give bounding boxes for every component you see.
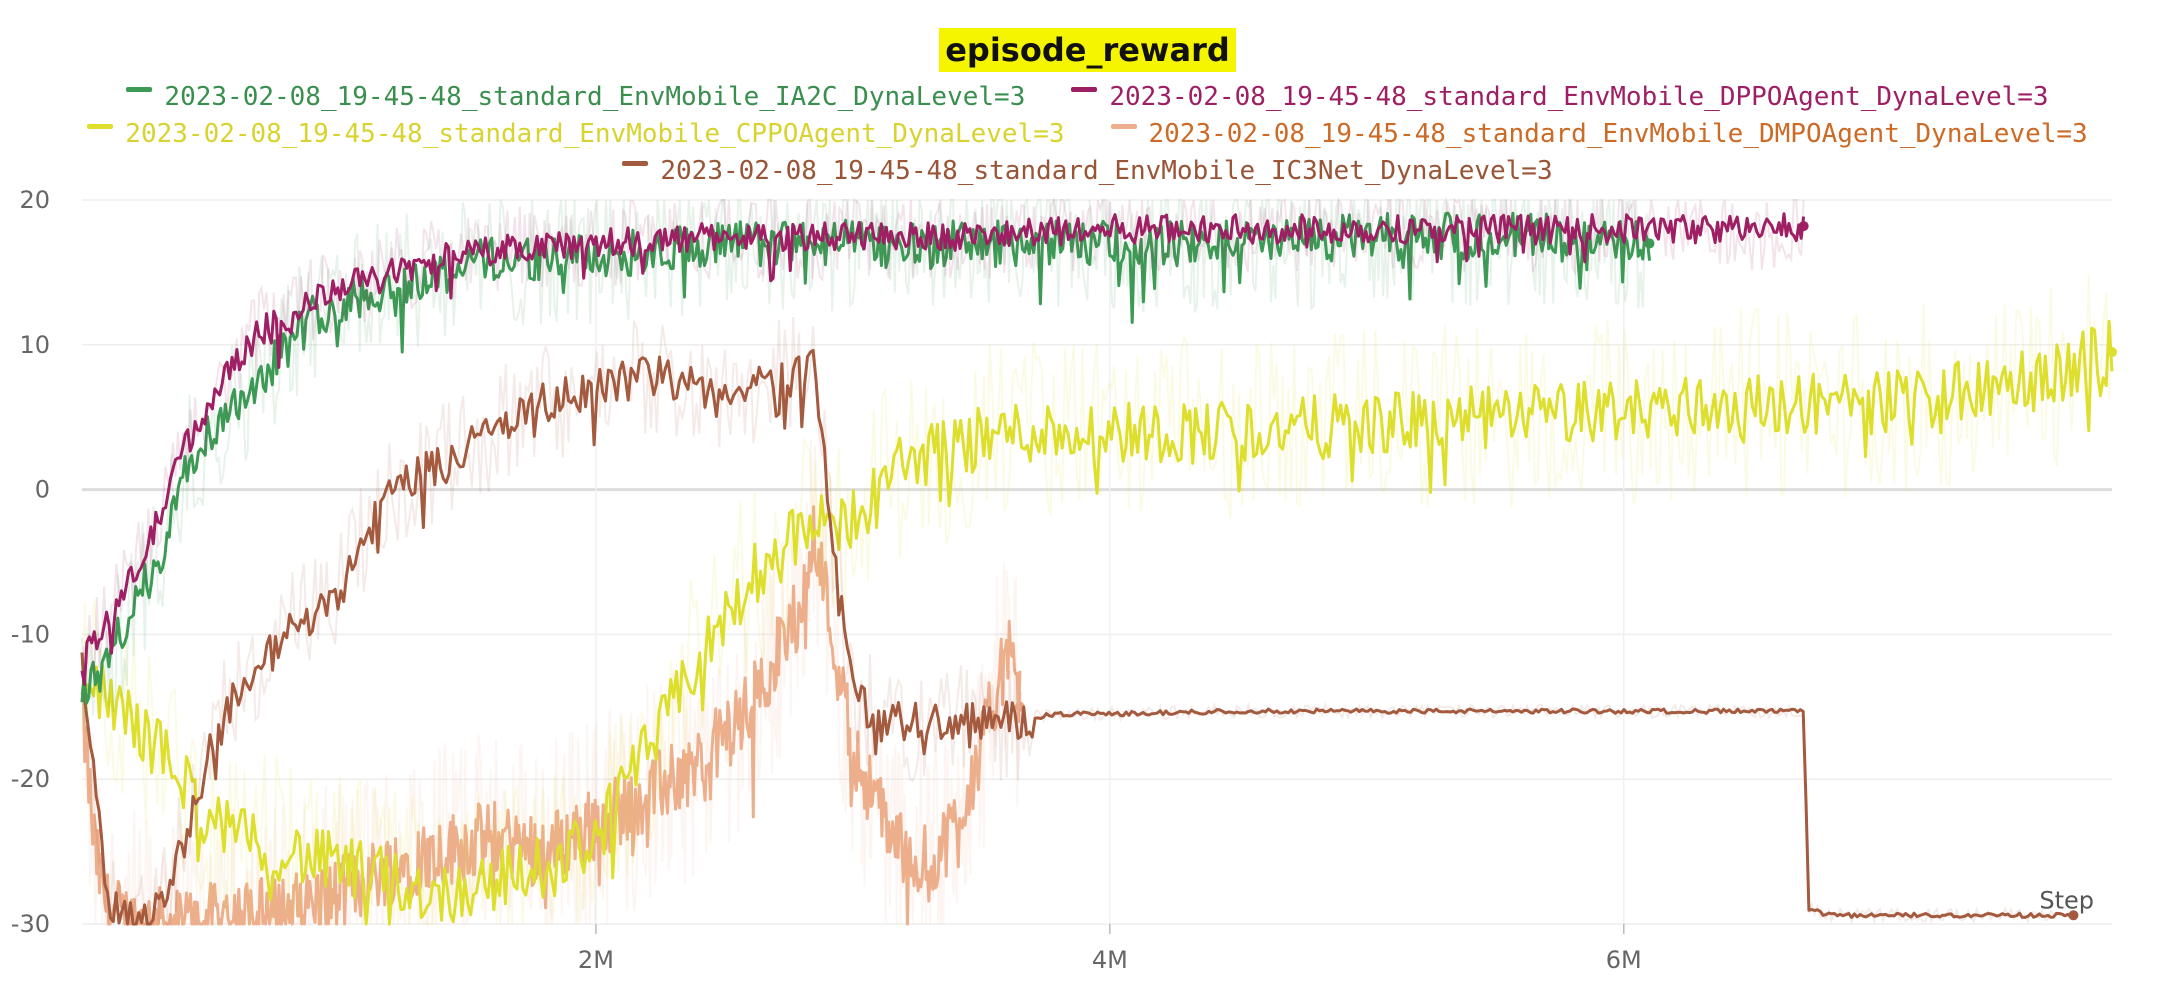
x-axis: 2M 4M 6M [578, 924, 1642, 974]
legend-label-cppo: 2023-02-08_19-45-48_standard_EnvMobile_C… [125, 118, 1065, 149]
legend-swatch-dppo [1071, 87, 1098, 92]
series-endpoint-0[interactable] [1644, 238, 1655, 249]
x-axis-label: Step [2039, 887, 2094, 915]
y-tick-label: 20 [19, 186, 50, 214]
legend-row-3: 2023-02-08_19-45-48_standard_EnvMobile_I… [0, 152, 2175, 189]
series-lines [80, 196, 2117, 928]
legend-label-ic3net: 2023-02-08_19-45-48_standard_EnvMobile_I… [660, 155, 1553, 186]
legend-item-cppo[interactable]: 2023-02-08_19-45-48_standard_EnvMobile_C… [87, 118, 1065, 149]
series-line-3[interactable] [80, 505, 1022, 926]
series-raw-line-4 [81, 316, 2075, 928]
x-tick-label: 6M [1606, 946, 1642, 974]
legend-row-2: 2023-02-08_19-45-48_standard_EnvMobile_C… [0, 115, 2175, 152]
legend-swatch-dmpo [1110, 124, 1137, 129]
series-endpoint-4[interactable] [2068, 910, 2079, 921]
y-tick-label: -10 [11, 620, 50, 648]
y-tick-label: 0 [35, 476, 50, 504]
series-endpoint-2[interactable] [2107, 347, 2117, 358]
series-line-4[interactable] [80, 348, 2074, 926]
legend: 2023-02-08_19-45-48_standard_EnvMobile_I… [0, 78, 2175, 189]
legend-item-ia2c[interactable]: 2023-02-08_19-45-48_standard_EnvMobile_I… [126, 82, 1025, 112]
legend-label-ia2c: 2023-02-08_19-45-48_standard_EnvMobile_I… [164, 81, 1026, 112]
legend-item-dmpo[interactable]: 2023-02-08_19-45-48_standard_EnvMobile_D… [1110, 118, 2088, 149]
legend-label-dppo: 2023-02-08_19-45-48_standard_EnvMobile_D… [1109, 81, 2049, 112]
legend-swatch-ia2c [126, 87, 153, 92]
y-axis: -30 -20 -10 0 10 20 [11, 186, 50, 938]
x-tick-label: 4M [1092, 946, 1128, 974]
series-endpoint-1[interactable] [1798, 221, 1809, 232]
y-tick-label: 10 [19, 331, 50, 359]
legend-item-ic3net[interactable]: 2023-02-08_19-45-48_standard_EnvMobile_I… [622, 155, 1553, 186]
series-line-2[interactable] [80, 319, 2114, 926]
x-tick-label: 2M [578, 946, 614, 974]
series-raw-line-1 [81, 196, 1805, 676]
legend-item-dppo[interactable]: 2023-02-08_19-45-48_standard_EnvMobile_D… [1071, 81, 2049, 112]
legend-swatch-ic3net [622, 161, 649, 166]
legend-swatch-cppo [87, 124, 114, 129]
legend-row-1: 2023-02-08_19-45-48_standard_EnvMobile_I… [0, 78, 2175, 115]
chart-title: episode_reward [939, 28, 1236, 72]
y-tick-label: -20 [11, 765, 50, 793]
y-tick-label: -30 [11, 910, 50, 938]
series-raw-line-0 [81, 196, 1651, 732]
series-line-1[interactable] [80, 212, 1806, 686]
legend-label-dmpo: 2023-02-08_19-45-48_standard_EnvMobile_D… [1148, 118, 2088, 149]
